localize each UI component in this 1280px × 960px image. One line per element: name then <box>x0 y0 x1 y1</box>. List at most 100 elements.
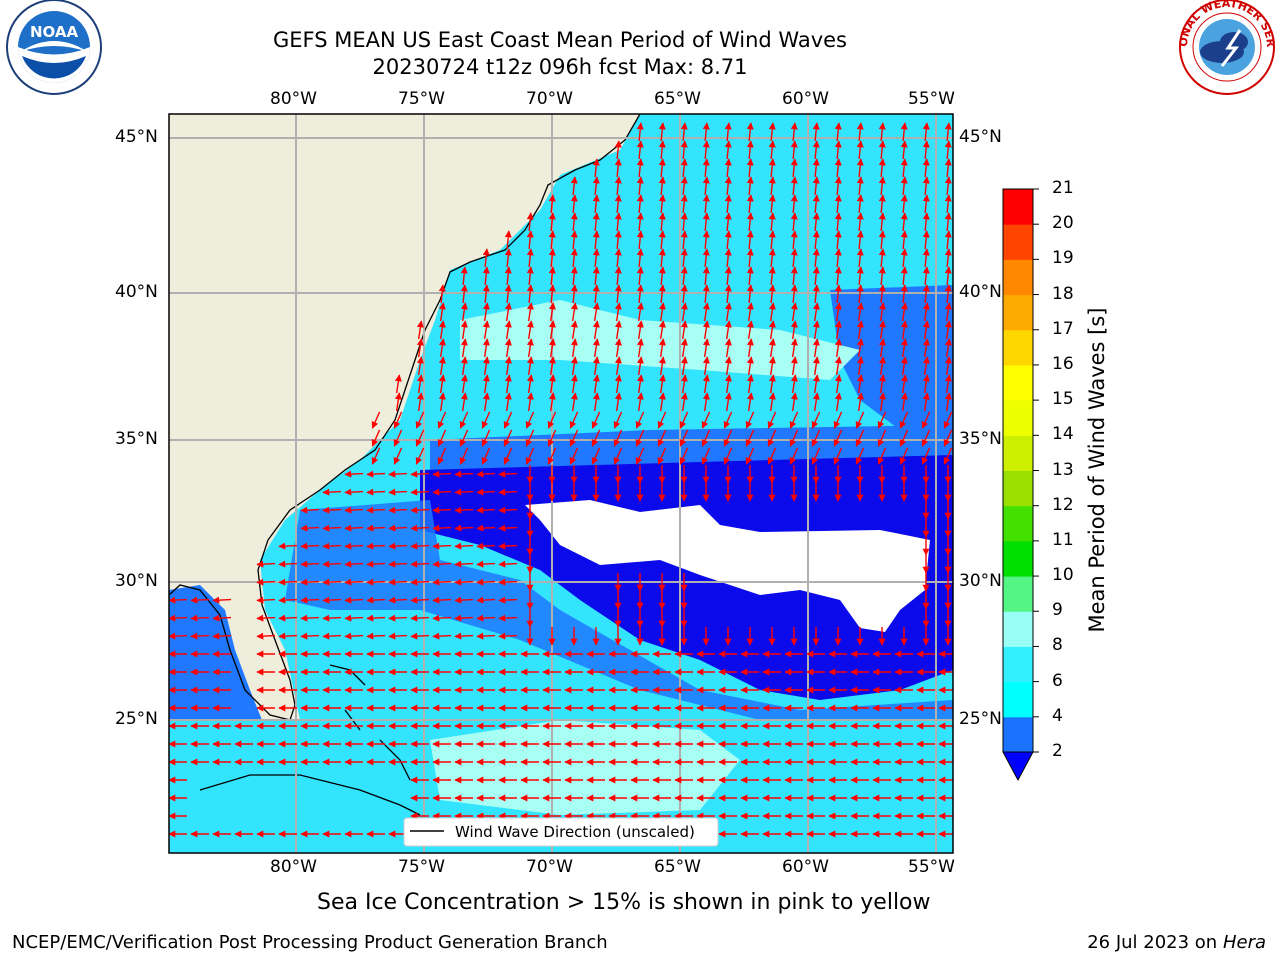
wind-wave-arrow <box>922 338 930 358</box>
wind-wave-arrow <box>636 140 644 160</box>
wind-wave-arrow <box>504 356 512 376</box>
wind-wave-arrow <box>394 392 402 412</box>
wind-wave-arrow <box>922 248 930 268</box>
wind-wave-arrow <box>811 429 821 447</box>
wind-wave-arrow <box>592 176 600 196</box>
wind-wave-arrow <box>702 230 710 250</box>
wind-wave-arrow <box>526 248 534 268</box>
wind-wave-arrow <box>366 632 386 640</box>
wind-wave-arrow <box>344 470 364 478</box>
wind-wave-arrow <box>746 356 754 376</box>
wind-wave-arrow <box>504 284 512 304</box>
wind-wave-arrow <box>944 248 952 268</box>
colorbar-segment <box>1003 716 1033 753</box>
wind-wave-arrow <box>856 374 864 394</box>
wind-wave-arrow <box>570 356 578 376</box>
colorbar-label: Mean Period of Wind Waves [s] <box>1085 307 1109 633</box>
wind-wave-arrow <box>724 374 732 394</box>
wind-wave-arrow <box>724 248 732 268</box>
wind-wave-arrow <box>614 194 622 214</box>
wind-wave-arrow <box>856 230 864 250</box>
wind-wave-arrow <box>812 302 820 322</box>
wind-wave-arrow <box>366 560 386 568</box>
lat-label-right: 45°N <box>959 127 1002 147</box>
wind-wave-arrow <box>525 411 535 429</box>
wind-wave-arrow <box>592 284 600 304</box>
wind-wave-arrow <box>592 338 600 358</box>
wind-wave-arrow <box>460 392 468 412</box>
wind-wave-arrow <box>498 632 518 640</box>
colorbar-segment <box>1003 400 1033 436</box>
wind-wave-arrow <box>300 596 320 604</box>
wind-wave-arrow <box>256 578 276 586</box>
wind-wave-arrow <box>658 374 666 394</box>
wind-wave-arrow <box>746 212 754 232</box>
colorbar-segment <box>1003 470 1033 507</box>
wind-wave-arrow <box>856 338 864 358</box>
wind-wave-arrow <box>482 392 490 412</box>
wind-wave-arrow <box>636 248 644 268</box>
wind-wave-arrow <box>856 248 864 268</box>
wind-wave-arrow <box>768 320 776 340</box>
wind-wave-arrow <box>526 374 534 394</box>
colorbar-tick-label: 18 <box>1052 283 1074 304</box>
lon-label-bottom: 60°W <box>782 857 829 877</box>
wind-wave-arrow <box>482 248 490 268</box>
wind-wave-arrow <box>548 194 556 214</box>
wind-wave-arrow <box>410 596 430 604</box>
wind-wave-arrow <box>900 122 908 142</box>
wind-wave-arrow <box>366 578 386 586</box>
wind-wave-arrow <box>878 194 886 214</box>
wind-wave-arrow <box>746 320 754 340</box>
wind-wave-arrow <box>834 392 842 412</box>
wind-wave-arrow <box>410 632 430 640</box>
wind-wave-arrow <box>768 356 776 376</box>
wind-wave-arrow <box>812 320 820 340</box>
wind-wave-arrow <box>482 266 490 286</box>
wind-wave-arrow <box>388 560 408 568</box>
colorbar-extend-arrow <box>1002 751 1034 782</box>
wind-wave-arrow <box>613 411 623 429</box>
wind-wave-arrow <box>657 429 667 447</box>
wind-wave-arrow <box>812 140 820 160</box>
wind-wave-arrow <box>724 392 732 412</box>
colorbar-tick-label: 2 <box>1052 741 1063 761</box>
colorbar-tick-label: 10 <box>1052 565 1074 586</box>
wind-wave-arrow <box>416 320 424 340</box>
wind-wave-arrow <box>922 392 930 412</box>
wind-wave-arrow <box>416 392 424 412</box>
wind-wave-arrow <box>322 506 342 514</box>
wind-wave-arrow <box>459 447 469 465</box>
wind-wave-arrow <box>724 122 732 142</box>
colorbar-segment <box>1003 364 1033 401</box>
wind-wave-arrow <box>169 632 188 640</box>
lon-label-bottom: 75°W <box>398 857 445 877</box>
wind-wave-arrow <box>525 429 535 447</box>
lon-label-top: 70°W <box>526 89 573 109</box>
wind-wave-arrow <box>636 230 644 250</box>
colorbar-segment <box>1003 646 1033 683</box>
wind-wave-arrow <box>900 284 908 304</box>
wind-wave-arrow <box>322 488 342 496</box>
wind-wave-arrow <box>658 158 666 178</box>
wind-wave-arrow <box>300 614 320 622</box>
wind-wave-arrow <box>746 176 754 196</box>
wind-wave-arrow <box>724 212 732 232</box>
wind-wave-arrow <box>768 392 776 412</box>
lon-label-bottom: 70°W <box>526 857 573 877</box>
wind-wave-arrow <box>746 302 754 322</box>
wind-wave-arrow <box>570 374 578 394</box>
wind-wave-arrow <box>811 447 821 465</box>
wind-wave-arrow <box>481 447 491 465</box>
wind-wave-arrow <box>504 374 512 394</box>
wind-wave-arrow <box>834 284 842 304</box>
wind-wave-arrow <box>944 284 952 304</box>
colorbar-tick-label: 15 <box>1052 389 1074 410</box>
wind-wave-arrow <box>723 447 733 465</box>
wind-wave-arrow <box>680 158 688 178</box>
wind-wave-arrow <box>658 302 666 322</box>
wind-wave-arrow <box>504 230 512 250</box>
wind-wave-arrow <box>476 542 496 550</box>
wind-wave-arrow <box>416 338 424 358</box>
